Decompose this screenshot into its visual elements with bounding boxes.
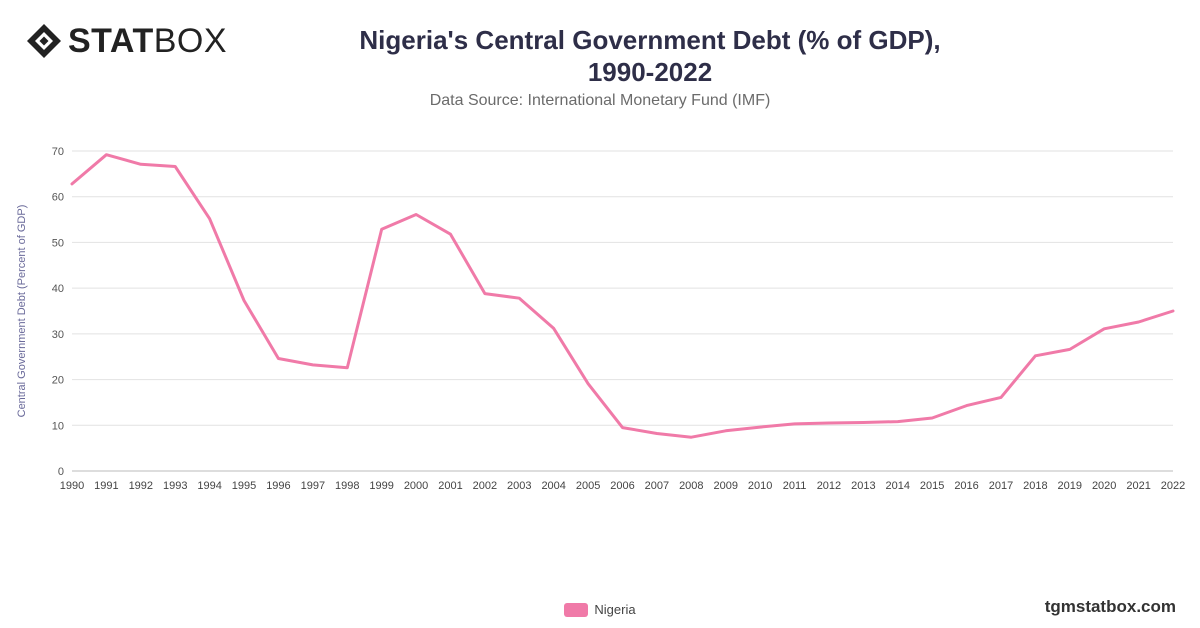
x-tick-label: 2014 [886,480,910,492]
x-tick-label: 1997 [301,480,325,492]
chart-title-line1: Nigeria's Central Government Debt (% of … [359,25,941,55]
watermark: tgmstatbox.com [1044,597,1176,616]
statbox-logo: STATBOX [26,22,227,60]
x-tick-label: 2022 [1161,480,1185,492]
logo-text-bold: STAT [68,22,154,60]
y-tick-label: 50 [52,237,64,249]
chart-title: Nigeria's Central Government Debt (% of … [250,24,1050,88]
legend[interactable]: Nigeria [0,602,1200,617]
x-tick-label: 2002 [473,480,497,492]
x-tick-label: 2018 [1023,480,1047,492]
y-tick-label: 20 [52,375,64,387]
diamond-logo-icon [27,24,61,58]
x-tick-label: 2016 [954,480,978,492]
legend-label-nigeria: Nigeria [594,602,636,617]
x-tick-label: 2015 [920,480,944,492]
y-tick-label: 30 [52,329,64,341]
x-tick-label: 1992 [129,480,153,492]
y-tick-label: 60 [52,192,64,204]
x-tick-label: 2010 [748,480,772,492]
x-tick-label: 2004 [541,480,565,492]
x-tick-label: 2020 [1092,480,1116,492]
series-line-nigeria [70,153,1175,439]
chart-title-line2: 1990-2022 [587,57,713,87]
y-tick-label: 40 [52,283,64,295]
y-tick-label: 0 [58,466,64,478]
x-tick-label: 1996 [266,480,290,492]
x-tick-label: 2000 [404,480,428,492]
logo-text-light: BOX [153,22,228,60]
x-tick-label: 2013 [851,480,875,492]
y-tick-label: 10 [52,420,64,432]
logo-text: STATBOX [68,22,227,60]
x-tick-label: 2006 [610,480,634,492]
x-tick-label: 2008 [679,480,703,492]
y-tick-label: 70 [52,146,64,158]
x-tick-label: 1998 [335,480,359,492]
x-tick-label: 1999 [369,480,393,492]
x-tick-label: 1995 [232,480,256,492]
x-tick-label: 2007 [645,480,669,492]
x-tick-label: 1990 [60,480,84,492]
x-tick-label: 2003 [507,480,531,492]
x-tick-label: 2019 [1058,480,1082,492]
x-tick-label: 2011 [783,480,807,492]
x-tick-label: 1994 [197,480,221,492]
legend-swatch-nigeria [564,602,589,617]
y-axis-label: Central Government Debt (Percent of GDP) [16,205,28,418]
x-tick-label: 1993 [163,480,187,492]
x-tick-label: 2009 [713,480,737,492]
x-tick-label: 2001 [438,480,462,492]
chart-subtitle: Data Source: International Monetary Fund… [429,92,771,109]
x-tick-label: 2005 [576,480,600,492]
x-tick-label: 1991 [94,480,118,492]
x-tick-label: 2017 [989,480,1013,492]
x-tick-label: 2021 [1126,480,1150,492]
x-tick-label: 2012 [817,480,841,492]
